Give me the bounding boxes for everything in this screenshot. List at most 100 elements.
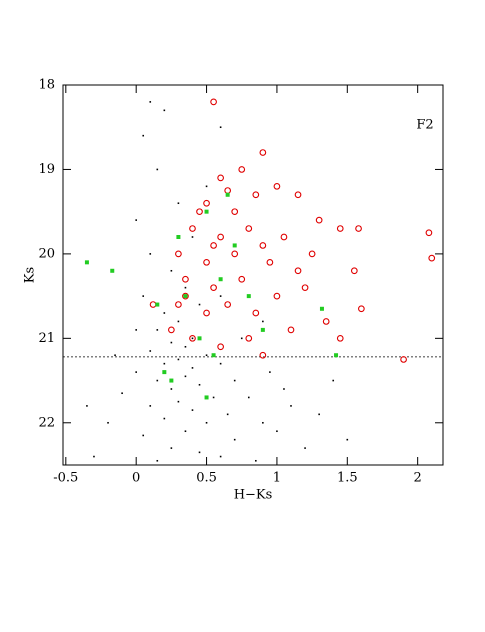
data-point <box>191 367 194 369</box>
data-point <box>203 258 210 266</box>
data-point <box>198 303 201 306</box>
data-point <box>217 343 224 351</box>
data-point <box>177 358 180 361</box>
data-point <box>226 413 229 416</box>
data-point <box>336 334 344 342</box>
data-point <box>198 451 201 454</box>
data-point <box>238 275 246 283</box>
data-point <box>156 459 159 462</box>
data-point <box>162 370 167 375</box>
data-point <box>425 229 433 237</box>
data-point <box>184 345 187 348</box>
data-point <box>149 253 152 255</box>
data-point <box>219 455 222 458</box>
data-point <box>84 260 89 265</box>
data-point <box>135 371 137 373</box>
y-tick-label: 18 <box>38 78 55 93</box>
y-tick-label: 20 <box>38 246 55 261</box>
data-point <box>246 294 251 299</box>
data-point <box>191 409 194 411</box>
data-point <box>332 379 335 382</box>
data-point <box>156 379 159 382</box>
data-point <box>233 438 236 441</box>
data-point <box>197 336 202 341</box>
data-point <box>233 379 236 382</box>
data-point <box>287 326 295 334</box>
data-point <box>170 341 173 344</box>
y-tick-label: 19 <box>38 162 55 177</box>
data-point <box>176 235 181 239</box>
data-point <box>170 447 173 449</box>
data-point <box>290 405 292 407</box>
data-point <box>283 388 285 390</box>
data-point <box>170 388 173 390</box>
data-point <box>135 219 137 221</box>
data-point <box>259 149 267 156</box>
data-point <box>211 353 216 358</box>
data-point <box>217 174 224 182</box>
data-point <box>155 302 160 307</box>
data-point <box>170 269 173 272</box>
data-point <box>163 109 166 112</box>
data-point <box>358 305 365 313</box>
x-axis-title: H−Ks <box>234 488 273 503</box>
data-point <box>252 309 260 317</box>
data-point <box>294 267 302 275</box>
data-point <box>210 98 217 106</box>
data-point <box>163 362 166 365</box>
data-point <box>149 301 157 308</box>
data-point <box>163 417 166 420</box>
data-point <box>114 354 116 357</box>
data-point <box>280 233 288 241</box>
data-point <box>142 434 145 437</box>
data-point <box>110 268 115 273</box>
data-point <box>86 405 88 407</box>
data-point <box>218 277 223 282</box>
data-point <box>350 267 358 275</box>
data-point <box>273 292 281 300</box>
data-point <box>240 337 243 340</box>
data-point <box>219 295 222 297</box>
data-point <box>259 242 267 249</box>
x-tick-label: -0.5 <box>53 471 78 486</box>
data-point <box>205 185 208 188</box>
data-point <box>273 182 281 190</box>
data-point <box>169 378 174 383</box>
data-point <box>224 301 232 308</box>
data-point <box>121 392 123 395</box>
data-point <box>219 362 222 365</box>
data-point <box>149 350 152 352</box>
y-tick-label: 21 <box>38 331 55 346</box>
data-point <box>301 284 309 292</box>
data-point <box>336 225 344 232</box>
data-point <box>142 295 145 297</box>
data-point <box>266 258 274 266</box>
data-point <box>107 421 109 424</box>
data-point <box>245 334 253 342</box>
x-tick-label: 1.5 <box>337 471 358 486</box>
x-tick-label: 0 <box>132 471 140 486</box>
plot-frame <box>62 84 444 466</box>
data-point <box>238 166 246 173</box>
data-point <box>149 405 152 407</box>
data-point <box>304 447 306 449</box>
data-point <box>276 430 278 433</box>
y-tick-label: 22 <box>38 415 55 430</box>
data-point <box>294 191 302 199</box>
data-point <box>205 421 208 424</box>
data-point <box>322 318 330 325</box>
data-point <box>135 329 137 331</box>
data-point <box>175 250 182 258</box>
data-point <box>262 421 264 424</box>
data-point <box>184 286 187 289</box>
data-point <box>189 225 196 232</box>
data-point <box>177 400 180 403</box>
data-point <box>142 134 145 137</box>
data-point <box>182 292 189 300</box>
x-tick-label: 1 <box>273 471 281 486</box>
data-point <box>346 438 349 441</box>
data-point <box>177 202 180 205</box>
data-point <box>308 250 316 258</box>
data-point <box>262 320 264 323</box>
data-point <box>269 371 271 373</box>
